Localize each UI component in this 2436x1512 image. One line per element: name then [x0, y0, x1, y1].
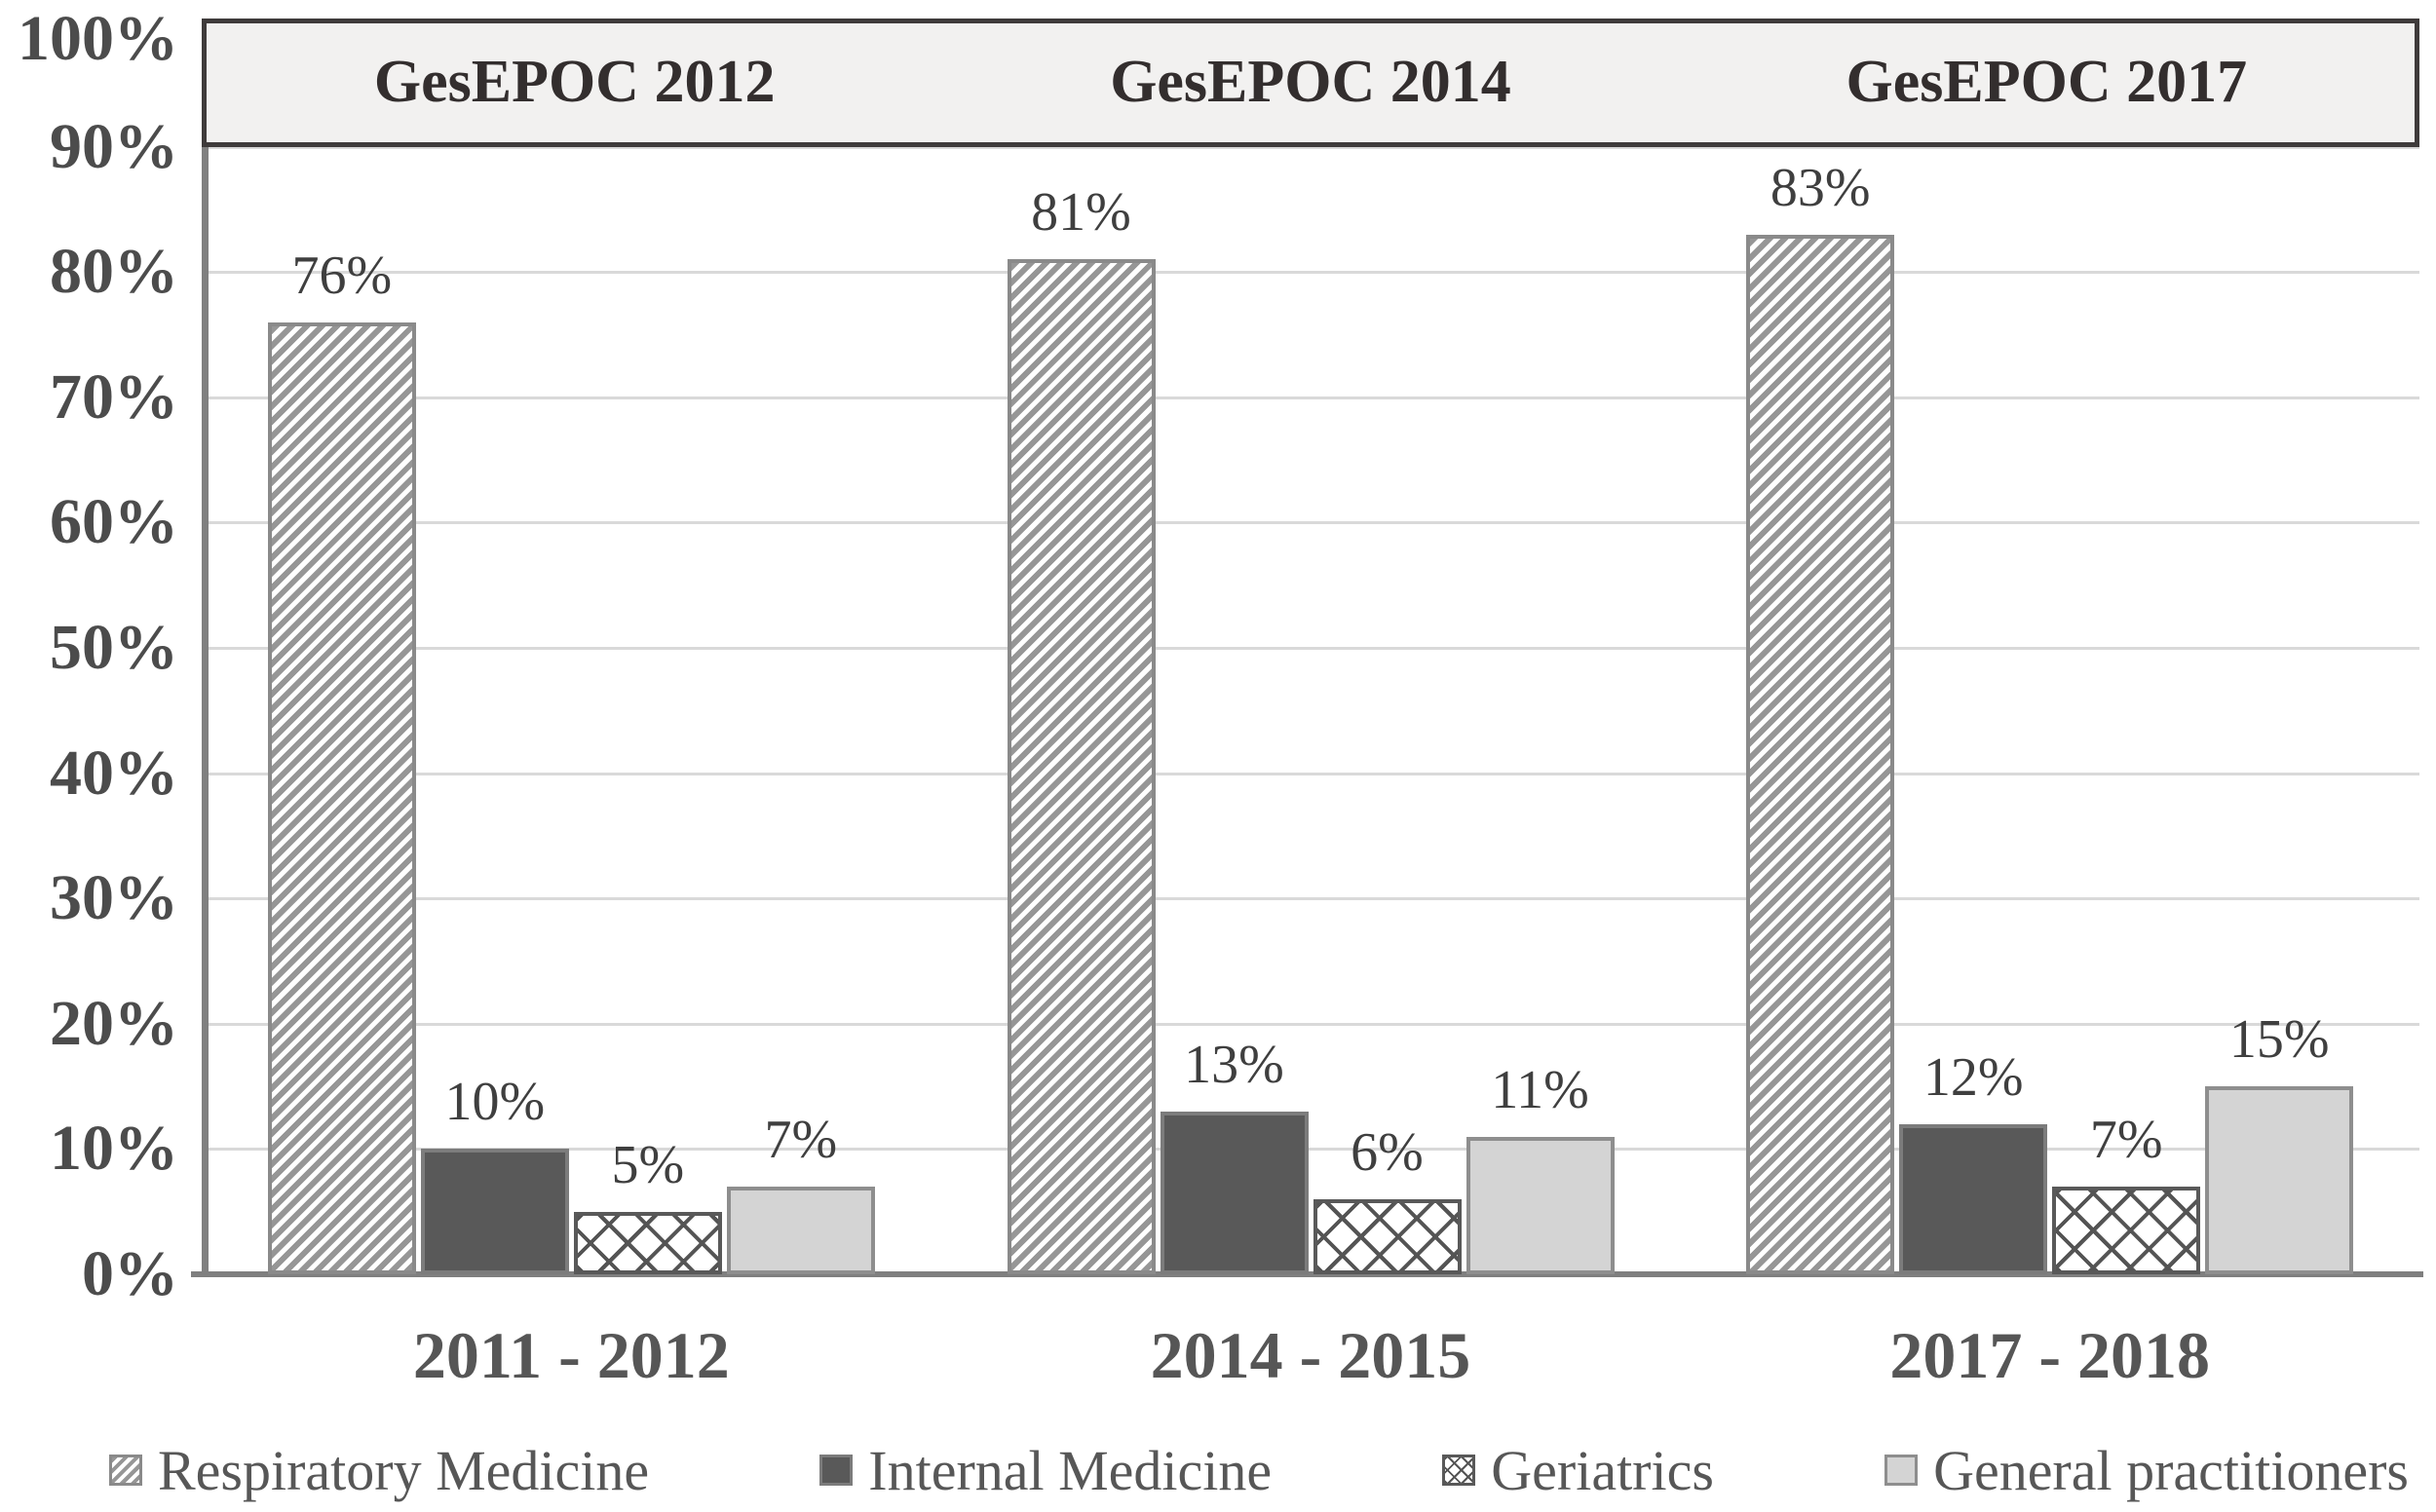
bar-value-label: 11% — [1491, 1059, 1589, 1120]
y-axis-tick-label: 90% — [50, 110, 178, 182]
x-axis-line — [191, 1271, 2423, 1277]
y-axis-tick-label: 20% — [50, 987, 178, 1059]
gridline — [202, 521, 2419, 525]
bar-solid-light — [726, 1186, 875, 1274]
legend-item: General practitioners — [1884, 1438, 2409, 1503]
bar-value-label: 83% — [1770, 157, 1871, 218]
bar-value-label: 7% — [2089, 1109, 2163, 1170]
legend-swatch-solid-light — [1884, 1455, 1919, 1486]
y-axis-tick-label: 50% — [50, 612, 178, 683]
bar-diagonal-hatch — [1007, 259, 1156, 1274]
legend: Respiratory Medicine Internal Medicine Ger… — [109, 1438, 2409, 1503]
gridline — [202, 772, 2419, 775]
bar-cross-hatch — [1313, 1198, 1462, 1274]
bar-value-label: 5% — [611, 1134, 685, 1195]
y-axis-tick-label: 40% — [50, 737, 178, 809]
bar-diagonal-hatch — [1746, 234, 1895, 1274]
legend-item: Geriatrics — [1442, 1438, 1714, 1503]
bar-value-label: 15% — [2228, 1009, 2330, 1071]
header-band-title: GesEPOC 2012 — [373, 49, 776, 116]
y-axis-tick-label: 10% — [50, 1113, 178, 1185]
legend-swatch-solid-dark — [819, 1455, 854, 1486]
legend-label: Respiratory Medicine — [158, 1438, 650, 1502]
gridline — [202, 396, 2419, 399]
x-axis-category-label: 2014 - 2015 — [1150, 1318, 1471, 1392]
bar-value-label: 7% — [764, 1109, 838, 1170]
header-band-title: GesEPOC 2017 — [1846, 49, 2248, 116]
legend-item: Respiratory Medicine — [109, 1438, 649, 1503]
y-axis-tick-label: 0% — [82, 1238, 178, 1309]
y-axis-tick-label: 30% — [50, 862, 178, 934]
gridline — [202, 145, 2419, 149]
legend-label: Internal Medicine — [868, 1438, 1273, 1502]
bar-solid-light — [1465, 1136, 1615, 1274]
header-band-title: GesEPOC 2014 — [1110, 49, 1511, 116]
bar-solid-dark — [420, 1149, 569, 1274]
y-axis-line — [202, 146, 209, 1274]
bar-diagonal-hatch — [267, 321, 416, 1274]
bar-value-label: 10% — [444, 1072, 546, 1133]
legend-label: Geriatrics — [1491, 1438, 1714, 1502]
bar-value-label: 6% — [1351, 1121, 1424, 1183]
bar-value-label: 12% — [1922, 1046, 2024, 1108]
gridline — [202, 271, 2419, 275]
legend-swatch-cross-hatch — [1442, 1455, 1476, 1486]
legend-label: General practitioners — [1933, 1438, 2409, 1502]
legend-item: Internal Medicine — [819, 1438, 1272, 1503]
bar-value-label: 13% — [1184, 1034, 1284, 1095]
bar-value-label: 76% — [291, 245, 393, 306]
y-axis-tick-label: 80% — [50, 236, 178, 308]
y-axis-tick-label: 70% — [50, 360, 178, 433]
bar-solid-dark — [1899, 1123, 2048, 1274]
bar-solid-dark — [1160, 1111, 1309, 1274]
gridline — [202, 647, 2419, 650]
bar-solid-light — [2205, 1086, 2354, 1274]
bar-cross-hatch — [2052, 1186, 2201, 1274]
gridline — [202, 897, 2419, 901]
gridline — [202, 1022, 2419, 1026]
header-band-box: GesEPOC 2012 GesEPOC 2014 GesEPOC 2017 — [202, 19, 2419, 147]
bar-cross-hatch — [573, 1211, 722, 1274]
x-axis-category-label: 2017 - 2018 — [1889, 1318, 2210, 1392]
legend-swatch-diagonal-hatch — [109, 1455, 142, 1486]
y-axis-tick-label: 100% — [18, 3, 178, 74]
y-axis-tick-label: 60% — [50, 486, 178, 558]
gridline — [202, 1148, 2419, 1152]
bar-value-label: 81% — [1031, 182, 1131, 244]
x-axis-category-label: 2011 - 2012 — [412, 1318, 730, 1392]
